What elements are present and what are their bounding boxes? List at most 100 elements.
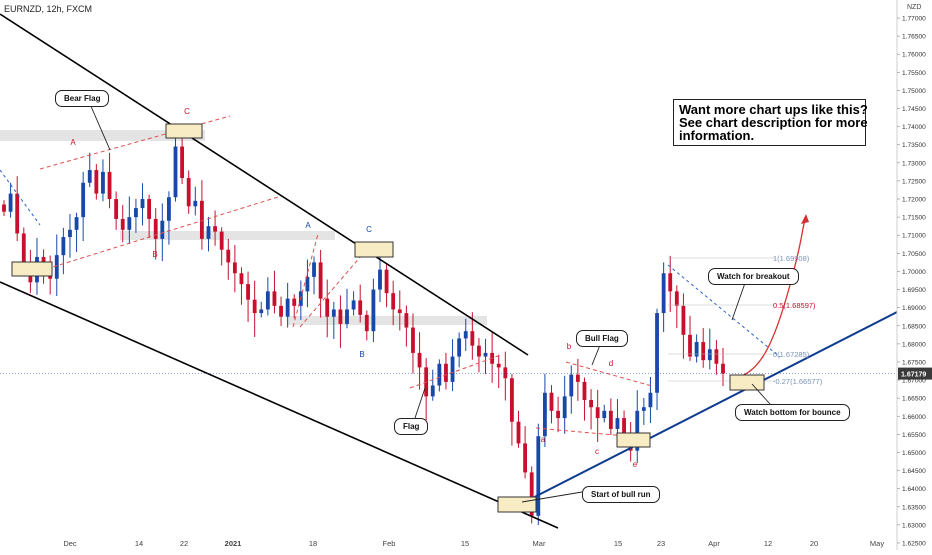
candle-body	[589, 399, 593, 408]
candle-body	[272, 291, 277, 306]
candle-body	[213, 226, 217, 232]
candle-body	[417, 352, 422, 368]
candle-body	[536, 436, 541, 516]
candle-body	[483, 352, 488, 357]
price-tick-label: 1.63000	[902, 522, 926, 529]
price-tick-label: 1.74500	[902, 106, 926, 113]
highlight-zone	[354, 241, 394, 258]
candle-body	[450, 356, 455, 382]
price-axis-background	[897, 0, 932, 550]
candle-body	[391, 293, 396, 310]
candle-body	[463, 331, 468, 339]
resistance-band-3	[287, 316, 487, 325]
candle-body	[562, 396, 567, 419]
candle-body	[378, 269, 382, 290]
price-tick-label: 1.69500	[902, 287, 926, 294]
time-tick-label: 23	[657, 539, 665, 548]
candle-body	[2, 204, 6, 212]
candle-body	[61, 237, 66, 256]
wave-label-flag-b: B	[359, 350, 364, 359]
candle-body	[193, 200, 198, 207]
candle-body	[457, 338, 462, 357]
info-line-1: Want more chart ups like this?	[679, 102, 868, 117]
candle-body	[265, 291, 270, 310]
time-tick-label: 2021	[225, 539, 242, 548]
candle-body	[15, 193, 20, 234]
candle-body	[292, 298, 297, 306]
price-tick-label: 1.72000	[902, 197, 926, 204]
candle-body	[94, 170, 99, 194]
price-tick-label: 1.73000	[902, 160, 926, 167]
resistance-band-1	[0, 130, 205, 141]
time-tick-label: May	[870, 539, 884, 548]
fib-label: -0.27(1.66577)	[773, 377, 823, 386]
early-breakout-line	[0, 169, 41, 226]
flag-upper	[299, 247, 369, 328]
candle-body	[239, 273, 244, 285]
price-tick-label: 1.75000	[902, 88, 926, 95]
wave-label-bull-c: c	[595, 447, 599, 456]
candle-body	[437, 363, 442, 386]
highlight-zone	[616, 432, 651, 448]
callout-pointer	[731, 282, 746, 321]
candle-body	[575, 374, 580, 382]
price-tick-label: 1.76000	[902, 52, 926, 59]
price-tick-label: 1.63500	[902, 504, 926, 511]
time-tick-label: Apr	[708, 539, 720, 548]
wave-label-bull-b: b	[567, 342, 572, 351]
fib-label: 0.5(1.68597)	[773, 301, 816, 310]
candle-body	[21, 233, 26, 263]
candle-body	[186, 178, 191, 207]
watch-bottom-callout: Watch bottom for bounce	[735, 404, 850, 421]
time-tick-label: 14	[135, 539, 143, 548]
candle-body	[345, 309, 349, 324]
resistance-bands	[0, 130, 487, 325]
highlight-zone	[165, 123, 203, 139]
candle-body	[615, 418, 620, 429]
candle-body	[622, 418, 626, 437]
candle-body	[331, 309, 336, 317]
candle-body	[411, 327, 415, 353]
callout-pointer	[751, 383, 771, 405]
candle-body	[674, 291, 679, 306]
candle-body	[384, 269, 389, 294]
candle-body	[81, 182, 86, 218]
time-tick-label: 20	[810, 539, 818, 548]
candle-body	[305, 276, 310, 292]
candle-body	[404, 313, 409, 328]
price-tick-label: 1.70000	[902, 269, 926, 276]
highlight-zone	[729, 374, 765, 391]
candle-body	[153, 218, 158, 239]
candle-body	[134, 208, 138, 218]
wave-label-bull-a: a	[541, 435, 546, 444]
candle-body	[542, 392, 547, 437]
price-tick-label: 1.64500	[902, 468, 926, 475]
price-tick-label: 1.72500	[902, 178, 926, 185]
candle-body	[602, 410, 607, 419]
lower-trendline	[0, 281, 559, 529]
projection-arrow	[801, 214, 809, 224]
bear-flag-callout: Bear Flag	[55, 90, 110, 107]
price-tick-label: 1.71000	[902, 233, 926, 240]
candle-body	[444, 363, 448, 382]
price-tick-label: 1.62500	[902, 541, 926, 548]
flag-callout: Flag	[394, 418, 429, 435]
projection-path	[729, 217, 807, 379]
candle-body	[556, 410, 561, 419]
price-tick-label: 1.66000	[902, 414, 926, 421]
candle-body	[8, 193, 13, 212]
candle-body	[351, 300, 356, 310]
info-line-2: See chart description for more	[679, 115, 868, 130]
price-tick-label: 1.73500	[902, 142, 926, 149]
candle-body	[688, 334, 692, 357]
currency-label: NZD	[907, 4, 922, 11]
candle-body	[140, 199, 145, 209]
price-tick-label: 1.70500	[902, 251, 926, 258]
candle-body	[279, 305, 283, 317]
start-bull-run-callout: Start of bull run	[582, 486, 660, 503]
candle-body	[516, 421, 521, 444]
time-tick-label: 22	[180, 539, 188, 548]
candle-body	[371, 289, 376, 332]
candle-body	[430, 385, 435, 397]
